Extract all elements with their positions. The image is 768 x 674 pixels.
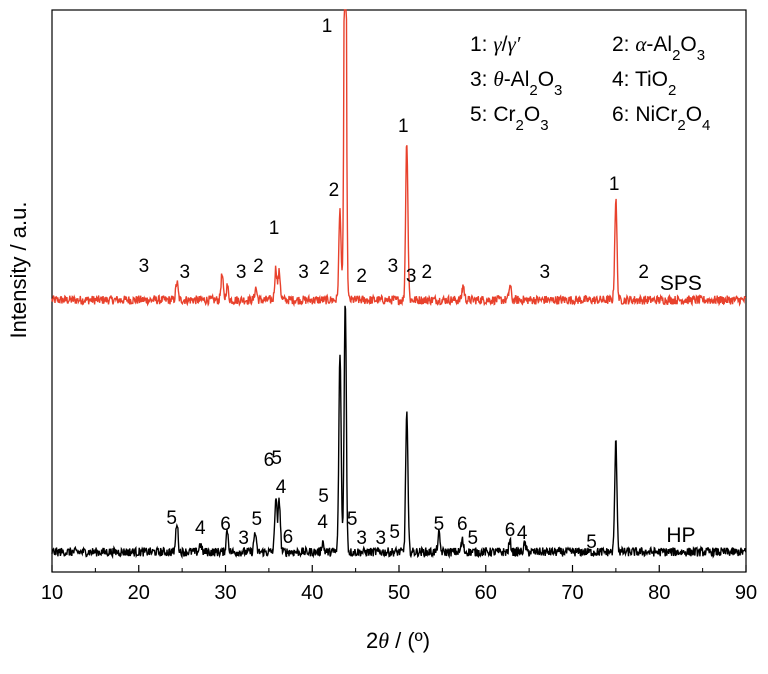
legend-entry: 5: Cr2O3 [470, 103, 549, 134]
peak-label: 3 [375, 528, 386, 549]
x-tick-label: 90 [735, 582, 757, 604]
x-tick-label: 40 [301, 582, 323, 604]
x-tick-label: 80 [648, 582, 670, 604]
y-axis-label: Intensity / a.u. [6, 202, 31, 339]
peak-label: 5 [347, 509, 358, 530]
peak-label: 2 [329, 180, 340, 201]
peak-label: 1 [269, 218, 280, 239]
peak-label: 2 [356, 266, 367, 287]
peak-label: 5 [389, 522, 400, 543]
peak-label: 6 [264, 450, 275, 471]
series-line-hp [51, 305, 747, 560]
peak-label: 3 [406, 266, 417, 287]
plot-frame [51, 9, 747, 573]
peak-label: 3 [356, 528, 367, 549]
x-tick-label: 20 [128, 582, 150, 604]
peak-label: 3 [236, 262, 247, 283]
x-tick-label: 10 [41, 582, 63, 604]
peak-label: 5 [434, 514, 445, 535]
peak-label: 6 [283, 527, 294, 548]
peak-label: 3 [179, 262, 190, 283]
peak-label: 5 [271, 448, 282, 469]
peak-label: 5 [467, 528, 478, 549]
peak-label: 2 [253, 256, 264, 277]
peak-label: 5 [251, 509, 262, 530]
x-tick-label: 30 [214, 582, 236, 604]
peak-label: 2 [421, 262, 432, 283]
peak-label: 5 [318, 486, 329, 507]
peak-label: 5 [166, 508, 177, 529]
peak-label: 3 [298, 262, 309, 283]
peak-label: 4 [517, 523, 528, 544]
legend-entry: 3: θ-Al2O3 [470, 67, 562, 99]
legend-entry: 4: TiO2 [612, 68, 676, 99]
legend: 1: γ/γ′ 2: α-Al2O3 3: θ-Al2O3 4: TiO2 5: Cr2… [470, 32, 710, 134]
x-tick-label: 50 [388, 582, 410, 604]
peak-label: 1 [398, 116, 409, 137]
peak-label: 3 [139, 256, 150, 277]
series-label-hp: HP [666, 524, 695, 547]
peak-label: 3 [539, 262, 550, 283]
peak-label: 5 [586, 532, 597, 553]
peak-label: 6 [505, 520, 516, 541]
peak-label: 1 [609, 174, 620, 195]
x-tick-label: 60 [475, 582, 497, 604]
series-line-sps [51, 9, 747, 308]
peak-label: 6 [220, 514, 231, 535]
series-label-sps: SPS [660, 272, 702, 295]
peak-label: 4 [195, 518, 206, 539]
peak-label: 3 [388, 256, 399, 277]
peak-label: 1 [322, 16, 333, 37]
peak-label: 6 [457, 514, 468, 535]
peak-label: 4 [276, 477, 287, 498]
x-axis: 10 20 30 40 50 60 70 80 90 [41, 565, 757, 604]
x-tick-label: 70 [561, 582, 583, 604]
peak-label: 3 [238, 528, 249, 549]
legend-entry: 1: γ/γ′ [470, 32, 521, 56]
peak-label: 2 [638, 262, 649, 283]
peak-label: 2 [319, 258, 330, 279]
legend-entry: 2: α-Al2O3 [612, 32, 705, 64]
x-axis-label: 2θ / (º) [366, 628, 430, 653]
series-layer [51, 9, 747, 560]
peak-label: 4 [317, 512, 328, 533]
legend-entry: 6: NiCr2O4 [612, 103, 710, 134]
plot-area [51, 9, 747, 573]
